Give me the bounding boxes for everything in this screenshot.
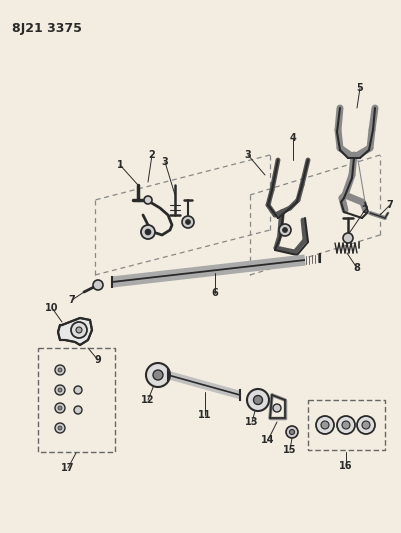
Text: 6: 6 <box>211 288 218 298</box>
Circle shape <box>246 389 268 411</box>
Circle shape <box>185 220 190 224</box>
Circle shape <box>76 327 82 333</box>
Circle shape <box>289 430 294 434</box>
Polygon shape <box>58 318 92 345</box>
Text: 12: 12 <box>141 395 154 405</box>
Circle shape <box>144 196 152 204</box>
Text: 13: 13 <box>245 417 258 427</box>
Text: 3: 3 <box>161 157 168 167</box>
Circle shape <box>71 322 87 338</box>
Text: 2: 2 <box>361 205 367 215</box>
Circle shape <box>272 404 280 412</box>
Text: 16: 16 <box>338 461 352 471</box>
Text: 2: 2 <box>148 150 155 160</box>
Circle shape <box>182 216 194 228</box>
Circle shape <box>336 416 354 434</box>
Circle shape <box>58 368 62 372</box>
Circle shape <box>55 385 65 395</box>
Circle shape <box>361 421 369 429</box>
Circle shape <box>146 363 170 387</box>
Text: 15: 15 <box>283 445 296 455</box>
Circle shape <box>55 365 65 375</box>
Text: 9: 9 <box>94 355 101 365</box>
Circle shape <box>145 229 151 235</box>
Circle shape <box>253 395 262 405</box>
Circle shape <box>278 224 290 236</box>
Circle shape <box>55 403 65 413</box>
Text: 10: 10 <box>45 303 59 313</box>
Text: 8J21 3375: 8J21 3375 <box>12 22 82 35</box>
Circle shape <box>282 228 287 232</box>
Text: 1: 1 <box>116 160 123 170</box>
Text: 17: 17 <box>61 463 75 473</box>
Text: 11: 11 <box>198 410 211 420</box>
Text: 4: 4 <box>289 133 296 143</box>
Circle shape <box>74 406 82 414</box>
Text: 8: 8 <box>353 263 360 273</box>
Circle shape <box>315 416 333 434</box>
Circle shape <box>320 421 328 429</box>
Text: 7: 7 <box>386 200 393 210</box>
Circle shape <box>55 423 65 433</box>
Circle shape <box>285 426 297 438</box>
Circle shape <box>153 370 162 380</box>
Circle shape <box>141 225 155 239</box>
Text: 3: 3 <box>244 150 251 160</box>
Circle shape <box>58 406 62 410</box>
Circle shape <box>93 280 103 290</box>
Circle shape <box>58 388 62 392</box>
Text: 7: 7 <box>69 295 75 305</box>
Circle shape <box>341 421 349 429</box>
Text: 14: 14 <box>261 435 274 445</box>
Text: 5: 5 <box>356 83 363 93</box>
Circle shape <box>74 386 82 394</box>
Circle shape <box>356 416 374 434</box>
Circle shape <box>342 233 352 243</box>
Circle shape <box>58 426 62 430</box>
